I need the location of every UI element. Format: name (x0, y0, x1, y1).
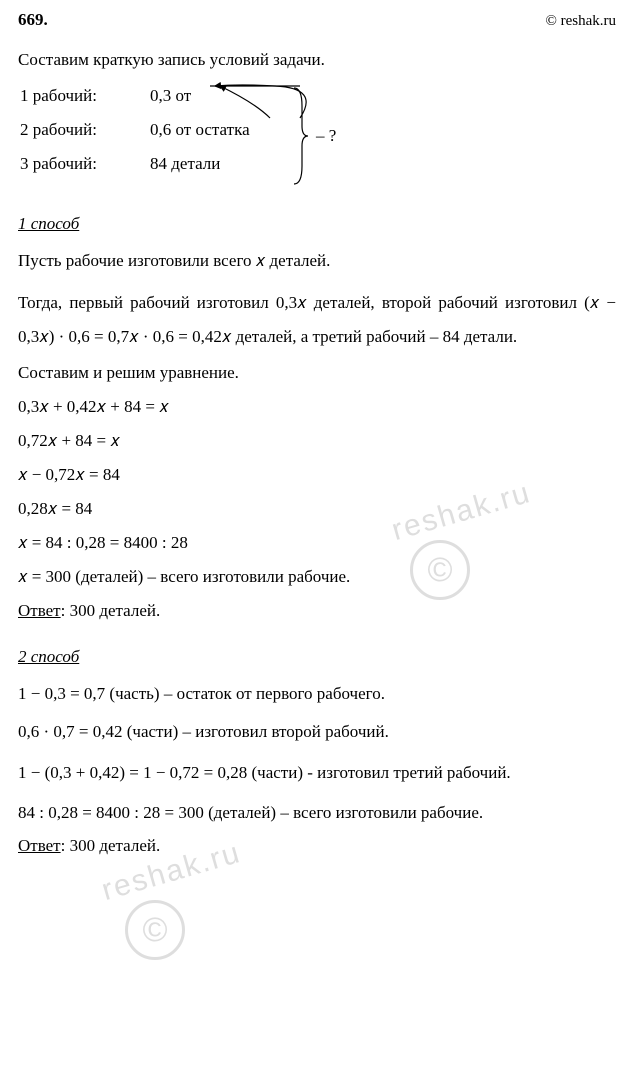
method2-answer: Ответ: 300 деталей. (18, 836, 616, 856)
equation: 0,72𝑥 + 84 = 𝑥 (18, 431, 616, 451)
answer-label: Ответ (18, 601, 61, 620)
condition-row: 1 рабочий: 0,3 от (20, 86, 290, 106)
method1-p3: Составим и решим уравнение. (18, 360, 616, 386)
brace-icon (292, 86, 310, 186)
copyright: © reshak.ru (545, 13, 616, 30)
condition-value: 84 детали (150, 154, 290, 174)
condition-label: 2 рабочий: (20, 120, 150, 140)
method2-line: 0,6 · 0,7 = 0,42 (части) – изготовил вто… (18, 719, 616, 745)
equation: 0,3𝑥 + 0,42𝑥 + 84 = 𝑥 (18, 397, 616, 417)
equation: 𝑥 = 84 : 0,28 = 8400 : 28 (18, 533, 616, 553)
method1-answer: Ответ: 300 деталей. (18, 601, 616, 621)
intro-text: Составим краткую запись условий задачи. (18, 50, 616, 70)
watermark-symbol: © (125, 900, 185, 960)
method1-p1: Пусть рабочие изготовили всего 𝑥 деталей… (18, 248, 616, 274)
condition-label: 1 рабочий: (20, 86, 150, 106)
answer-value: : 300 деталей. (61, 836, 161, 855)
condition-label: 3 рабочий: (20, 154, 150, 174)
method1-p2: Тогда, первый рабочий изготовил 0,3𝑥 дет… (18, 286, 616, 354)
conditions-block: 1 рабочий: 0,3 от 2 рабочий: 0,6 от оста… (20, 86, 616, 186)
problem-number: 669. (18, 10, 48, 30)
answer-value: : 300 деталей. (61, 601, 161, 620)
question-mark: – ? (316, 126, 336, 146)
equation: 𝑥 − 0,72𝑥 = 84 (18, 465, 616, 485)
method1-title: 1 способ (18, 214, 616, 234)
condition-value: 0,3 от (150, 86, 290, 106)
condition-row: 3 рабочий: 84 детали (20, 154, 290, 174)
equation: 𝑥 = 300 (деталей) – всего изготовили раб… (18, 567, 616, 587)
answer-label: Ответ (18, 836, 61, 855)
method2-line: 1 − (0,3 + 0,42) = 1 − 0,72 = 0,28 (част… (18, 756, 616, 790)
method2-title: 2 способ (18, 647, 616, 667)
method2-line: 1 − 0,3 = 0,7 (часть) – остаток от перво… (18, 681, 616, 707)
equation: 0,28𝑥 = 84 (18, 499, 616, 519)
condition-row: 2 рабочий: 0,6 от остатка (20, 120, 290, 140)
condition-value: 0,6 от остатка (150, 120, 290, 140)
method2-line: 84 : 0,28 = 8400 : 28 = 300 (деталей) – … (18, 796, 616, 830)
